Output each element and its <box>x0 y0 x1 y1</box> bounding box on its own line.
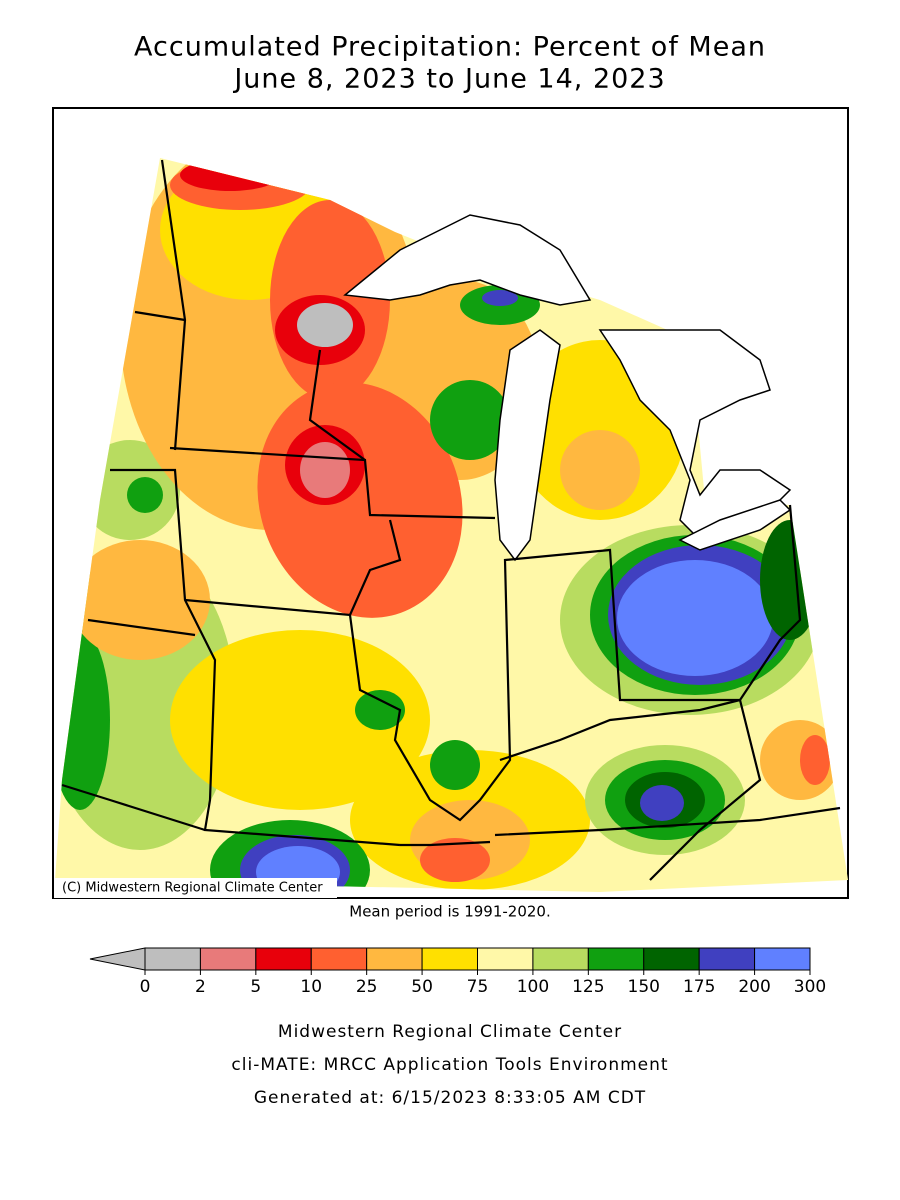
legend-bin <box>643 947 700 971</box>
legend-tick-label: 2 <box>195 977 206 997</box>
legend: 0 2 5 10 25 50 75 100 125 150 175 200 300 <box>89 947 826 997</box>
legend-tick-label: 25 <box>356 977 378 997</box>
legend-bin <box>199 947 257 971</box>
legend-bin <box>310 947 368 971</box>
map: (C) Midwestern Regional Climate Center <box>52 107 849 899</box>
credit: (C) Midwestern Regional Climate Center <box>62 881 323 896</box>
borders <box>61 159 841 881</box>
footer-line: Midwestern Regional Climate Center <box>278 1022 622 1042</box>
footer-line: Generated at: 6/15/2023 8:33:05 AM CDT <box>254 1088 646 1108</box>
legend-bin <box>477 947 534 971</box>
legend-tick-label: 75 <box>467 977 489 997</box>
legend-bin <box>754 947 811 971</box>
credit-box <box>54 878 337 898</box>
legend-bin <box>144 947 201 971</box>
legend-bin <box>698 947 756 971</box>
title-line: Accumulated Precipitation: Percent of Me… <box>134 32 766 63</box>
legend-bin <box>255 947 312 971</box>
footer-line: cli-MATE: MRCC Application Tools Environ… <box>231 1055 668 1075</box>
title-line: June 8, 2023 to June 14, 2023 <box>232 64 665 95</box>
legend-tick-label: 0 <box>140 977 151 997</box>
legend-arrow <box>89 947 146 971</box>
legend-tick-label: 300 <box>794 977 826 997</box>
legend-tick-label: 200 <box>738 977 770 997</box>
legend-tick-label: 10 <box>300 977 322 997</box>
legend-bin <box>532 947 589 971</box>
legend-tick-label: 175 <box>683 977 715 997</box>
legend-tick-label: 50 <box>411 977 433 997</box>
mean-period-note: Mean period is 1991-2020. <box>349 903 550 921</box>
legend-tick-label: 5 <box>250 977 261 997</box>
legend-tick-label: 125 <box>572 977 604 997</box>
legend-bin <box>421 947 479 971</box>
legend-bin <box>366 947 423 971</box>
legend-tick-label: 100 <box>517 977 549 997</box>
legend-tick-label: 150 <box>628 977 660 997</box>
legend-bin <box>587 947 645 971</box>
